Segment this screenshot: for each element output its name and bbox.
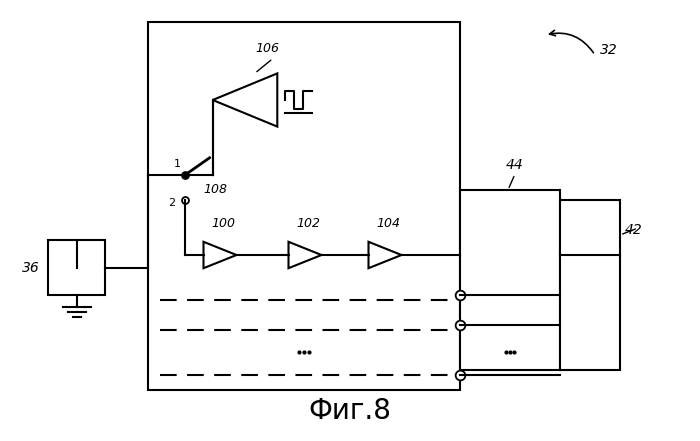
- Text: 1: 1: [174, 159, 181, 169]
- Text: 32: 32: [600, 43, 617, 57]
- Bar: [560, 200, 620, 370]
- Text: 106: 106: [255, 42, 279, 56]
- Text: 36: 36: [22, 261, 40, 274]
- Bar: [460, 190, 560, 370]
- Bar: [48, 240, 105, 295]
- Text: 44: 44: [506, 158, 524, 172]
- Text: 42: 42: [625, 223, 643, 237]
- Text: Фиг.8: Фиг.8: [309, 397, 391, 425]
- Text: 100: 100: [211, 217, 235, 230]
- Bar: [148, 22, 460, 390]
- Text: 2: 2: [168, 198, 175, 208]
- Text: 102: 102: [296, 217, 320, 230]
- Text: 108: 108: [203, 183, 227, 196]
- Text: 104: 104: [376, 217, 400, 230]
